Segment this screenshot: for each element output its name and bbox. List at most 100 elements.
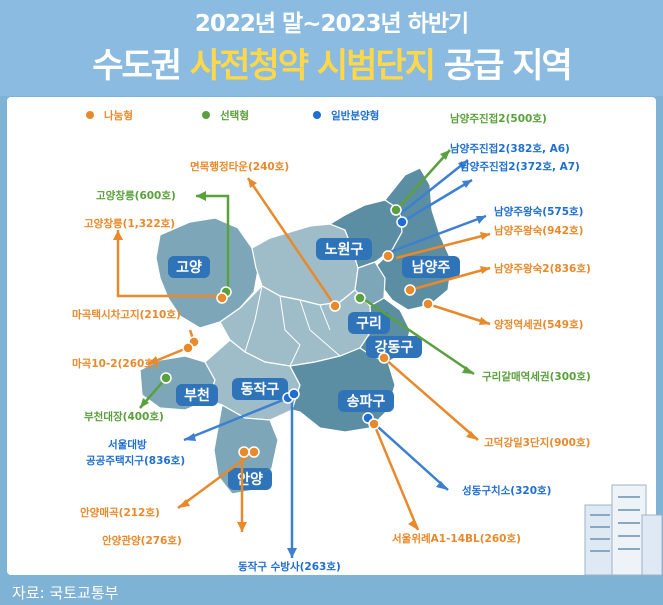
arrow-magok-10-2 [148,356,159,364]
leader-myeonmok [246,177,337,307]
site-label-jinjeop-500: 남양주진접2(500호) [450,112,547,125]
region-label-guri: 구리 [356,316,382,332]
arrow-jinjeop-a7 [462,180,472,188]
page-title: 수도권 사전청약 시범단지 공급 지역 [0,38,663,87]
arrow-godeok [466,431,478,440]
site-label-daebang-1: 서울대방 [108,438,147,451]
marker-godeok [378,352,390,364]
map-area [139,167,453,495]
subtitle: 2022년 말~2023년 하반기 [194,11,469,37]
leader-godeok [383,357,479,441]
marker-changneung-1322 [216,292,228,304]
region-label-bucheon: 부천 [184,388,210,404]
building-windows [590,496,640,552]
title-part1: 수도권 [92,46,190,86]
legend-dot-general [313,111,321,119]
arrow-jinjeop-500 [440,150,450,160]
site-label-magok-10-2: 마곡10-2(260호) [72,357,159,370]
region-label-nowon: 노원구 [325,242,364,258]
leader-wangsuk-942 [395,232,491,260]
site-label-maegok: 안양매곡(212호) [80,506,160,519]
leader-jinjeop-a6 [399,159,469,215]
region-tag-anyang [228,468,272,490]
building-illustration [584,484,663,576]
site-label-changneung-600: 고양창릉(600호) [96,189,176,202]
marker-wangsuk-942 [382,250,394,262]
arrow-wangsuk-942 [480,232,490,240]
marker-wirye [368,418,380,430]
legend: 나눔형 선택형 일반분양형 [86,109,379,122]
marker-magok-10-2 [182,342,194,354]
region-tag-nowon [316,238,372,260]
leader-wangsuk-575 [389,214,487,254]
leader-daebang [183,396,289,442]
site-label-godeok: 고덕강일3단지(900호) [484,436,590,449]
arrow-yangjeong [479,317,490,325]
building-3 [641,514,663,576]
marker-maegok [248,446,260,458]
legend-dot-choice [202,111,210,119]
arrowheads [113,150,490,558]
site-label-galmae: 구리갈매역세권(300호) [482,370,591,383]
arrow-jinjeop-a6 [458,160,468,170]
site-label-daejang: 부천대장(400호) [84,410,164,423]
arrow-wangsuk-575 [476,216,486,224]
building-2 [611,484,647,576]
title-highlight: 사전청약 시범단지 [189,46,436,86]
leader-seongdong [367,417,449,491]
region-label-namyangju: 남양주 [412,259,451,276]
legend-label-choice: 선택형 [220,109,249,122]
region-label-gangdong: 강동구 [375,339,414,356]
leader-jinjeop-a7 [401,178,473,224]
leader-wangsuk2 [409,266,491,292]
marker-wangsuk2 [404,284,416,296]
arrow-seongdong [436,481,448,490]
legend-label-sharing: 나눔형 [104,109,133,122]
site-label-jinjeop-a7: 남양주진접2(372호, A7) [460,160,580,173]
arrow-gwanyang [237,522,247,532]
arrow-daejang [140,398,149,408]
site-label-magok-taxi: 마곡택시차고지(210호) [72,308,181,321]
arrow-subangsa [287,548,297,558]
leader-galmae [361,296,475,376]
region-tag-guri [348,312,390,334]
site-label-wirye: 서울위례A1-14BL(260호) [392,532,521,545]
region-tag-namyangju [402,256,460,278]
header: 2022년 말~2023년 하반기 수도권 사전청약 시범단지 공급 지역 [0,0,663,96]
region-tag-goyang [168,256,210,278]
region-label-goyang: 고양 [176,260,202,276]
title-part2: 공급 지역 [433,46,573,86]
arrow-maegok [178,499,190,508]
site-label-daebang-2: 공공주택지구(836호) [86,454,185,467]
site-label-wangsuk-942: 남양주왕숙(942호) [494,224,583,237]
leader-changneung-1322 [116,230,222,298]
marker-yangjeong [422,298,434,310]
site-label-jinjeop-a6: 남양주진접2(382호, A6) [450,142,570,155]
region-label-dongjak: 동작구 [241,381,280,398]
arrow-wirye [408,520,418,530]
region-tag-dongjak [232,378,288,400]
site-label-wangsuk-575: 남양주왕숙(575호) [494,205,583,218]
marker-jinjeop-a7 [396,216,408,228]
arrow-daebang [184,433,196,441]
marker-daejang [160,372,172,384]
site-label-changneung-1322: 고양창릉(1,322호) [84,217,175,230]
leaders [116,149,491,558]
arrow-wangsuk2 [480,266,490,274]
legend-label-general: 일반분양형 [331,109,379,122]
leader-wirye [372,423,420,531]
leader-jinjeop-500 [395,149,451,211]
arrow-galmae [462,366,474,374]
arrow-changneung-600 [196,191,206,201]
marker-gwanyang [238,446,250,458]
site-labels: 남양주진접2(500호) 남양주진접2(382호, A6) 남양주진접2(372… [72,112,591,573]
leader-changneung-600 [196,194,230,292]
region-tags: 고양 노원구 남양주 구리 강동구 부천 동작구 송파구 안양 [168,238,460,490]
arrow-changneung-1322 [113,230,123,240]
site-label-gwanyang: 안양관양(276호) [102,534,182,547]
district-borders [244,285,341,367]
source-note: 자료: 국토교통부 [12,584,119,602]
region-tag-bucheon [176,384,218,406]
region-tag-gangdong [366,336,422,358]
